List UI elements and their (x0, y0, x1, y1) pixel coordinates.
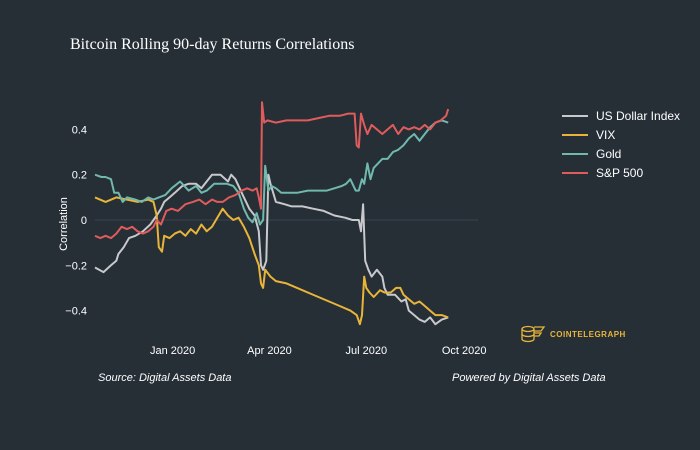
legend-swatch (562, 171, 588, 174)
series-line-gold[interactable] (94, 119, 449, 226)
x-tick-label: Jan 2020 (150, 345, 195, 357)
y-tick-label: −0.4 (65, 306, 87, 318)
series-line-s-p-500[interactable] (94, 101, 450, 240)
legend-label: Gold (596, 146, 622, 161)
y-tick-label: −0.2 (65, 260, 87, 272)
series-line-us-dollar-index[interactable] (94, 173, 449, 326)
legend-item-vix[interactable]: VIX (562, 125, 680, 144)
y-axis-title: Correlation (58, 197, 70, 251)
y-tick-label: 0.2 (72, 170, 87, 182)
series-line-vix[interactable] (94, 196, 449, 326)
legend-item-gold[interactable]: Gold (562, 144, 680, 163)
x-tick-label: Apr 2020 (247, 345, 292, 357)
cointelegraph-logo-icon (521, 325, 546, 343)
chart-title: Bitcoin Rolling 90-day Returns Correlati… (70, 36, 355, 53)
x-tick-label: Oct 2020 (442, 345, 487, 357)
cointelegraph-logo: COINTELEGRAPH (520, 323, 626, 345)
legend-item-us-dollar-index[interactable]: US Dollar Index (562, 106, 680, 125)
legend: US Dollar Index VIX Gold S&P 500 (562, 106, 680, 182)
y-tick-label: 0 (81, 215, 87, 227)
logo-text: COINTELEGRAPH (550, 329, 626, 339)
legend-label: VIX (596, 127, 616, 142)
y-tick-label: 0.4 (72, 124, 87, 136)
legend-item-sp-500[interactable]: S&P 500 (562, 163, 680, 182)
legend-label: S&P 500 (596, 165, 644, 180)
powered-by-note: Powered by Digital Assets Data (452, 372, 606, 384)
source-note: Source: Digital Assets Data (98, 372, 232, 384)
legend-swatch (562, 114, 588, 117)
y-axis: 0.4 0.2 0 −0.2 −0.4 (65, 124, 87, 317)
series-layer (94, 101, 450, 326)
x-axis: Jan 2020 Apr 2020 Jul 2020 Oct 2020 (150, 345, 486, 357)
legend-label: US Dollar Index (596, 108, 681, 123)
x-tick-label: Jul 2020 (345, 345, 387, 357)
legend-swatch (562, 152, 588, 155)
legend-swatch (562, 133, 588, 136)
